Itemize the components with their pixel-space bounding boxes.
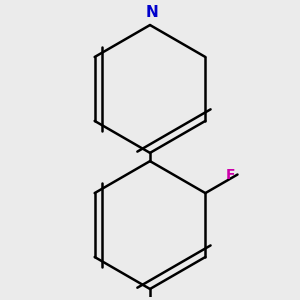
Text: F: F: [226, 167, 236, 182]
Text: N: N: [146, 5, 158, 20]
